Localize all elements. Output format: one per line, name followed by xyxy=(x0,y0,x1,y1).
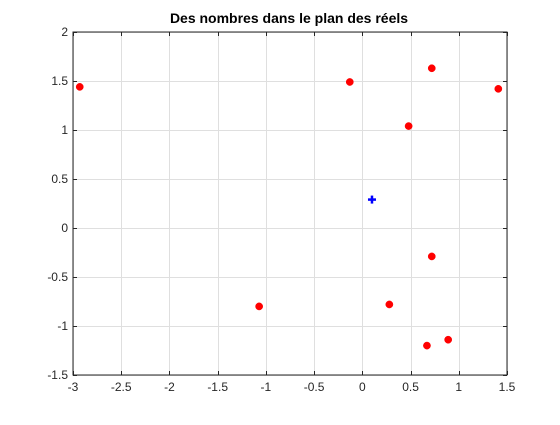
x-tick-label: 0 xyxy=(359,380,366,394)
x-tick-label: -1.5 xyxy=(207,380,228,394)
y-tick-label: 0.5 xyxy=(51,172,68,186)
y-tick-label: -1 xyxy=(57,319,68,333)
x-tick-label: -2 xyxy=(164,380,175,394)
data-point xyxy=(75,83,84,91)
y-tick-label: 2 xyxy=(61,25,68,39)
data-point xyxy=(427,252,436,261)
data-point xyxy=(404,122,413,130)
data-point xyxy=(255,302,263,311)
data-point-plus xyxy=(367,195,376,204)
data-point xyxy=(423,341,431,350)
x-tick-label: -2.5 xyxy=(111,380,132,394)
data-points xyxy=(75,64,503,350)
plot-area xyxy=(72,31,508,376)
data-point xyxy=(427,64,436,73)
y-tick-label: -1.5 xyxy=(47,368,68,382)
axes-border xyxy=(72,31,508,376)
x-axis-tick-labels: -3 -2.5 -2 -1.5 -1 -0.5 0 0.5 1 1.5 xyxy=(68,380,516,394)
y-tick-label: -0.5 xyxy=(47,270,68,284)
data-point xyxy=(494,84,503,93)
x-tick-label: -3 xyxy=(68,380,79,394)
x-tick-label: 0.5 xyxy=(402,380,419,394)
x-tick-label: -0.5 xyxy=(304,380,325,394)
x-tick-label: -1 xyxy=(261,380,272,394)
x-tick-label: 1 xyxy=(455,380,462,394)
data-point xyxy=(385,300,394,309)
data-point xyxy=(345,78,354,86)
data-point xyxy=(444,335,453,344)
chart-title: Des nombres dans le plan des réels xyxy=(170,10,408,26)
y-tick-label: 1.5 xyxy=(51,74,68,88)
y-axis-tick-labels: -1.5 -1 -0.5 0 0.5 1 1.5 2 xyxy=(47,25,68,382)
y-tick-label: 0 xyxy=(61,221,68,235)
y-tick-label: 1 xyxy=(61,123,68,137)
x-tick-label: 1.5 xyxy=(499,380,516,394)
